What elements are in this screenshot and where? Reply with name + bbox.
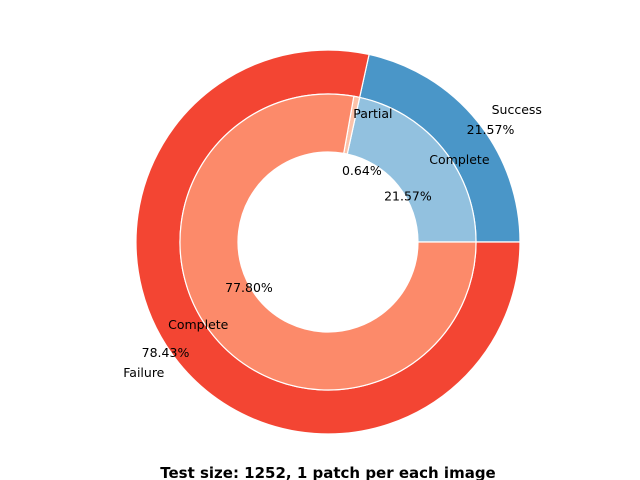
- outer-value-label-1: 78.43%: [142, 345, 190, 360]
- inner-category-label-1: Partial: [353, 106, 392, 121]
- outer-value-label-0: 21.57%: [467, 122, 515, 137]
- inner-value-label-2: 77.80%: [225, 280, 273, 295]
- inner-slice-complete-2: [179, 93, 477, 391]
- inner-category-label-2: Complete: [168, 317, 229, 332]
- inner-value-label-1: 0.64%: [342, 163, 382, 178]
- chart-labels: Success 21.57% Failure 78.43% Complete 21.57%…: [123, 102, 542, 380]
- outer-category-label-1: Failure: [123, 365, 164, 380]
- outer-category-label-0: Success: [492, 102, 542, 117]
- inner-value-label-0: 21.57%: [384, 188, 432, 203]
- inner-category-label-0: Complete: [429, 152, 490, 167]
- inner-ring: [179, 93, 477, 391]
- chart-title: Test size: 1252, 1 patch per each image: [160, 464, 496, 480]
